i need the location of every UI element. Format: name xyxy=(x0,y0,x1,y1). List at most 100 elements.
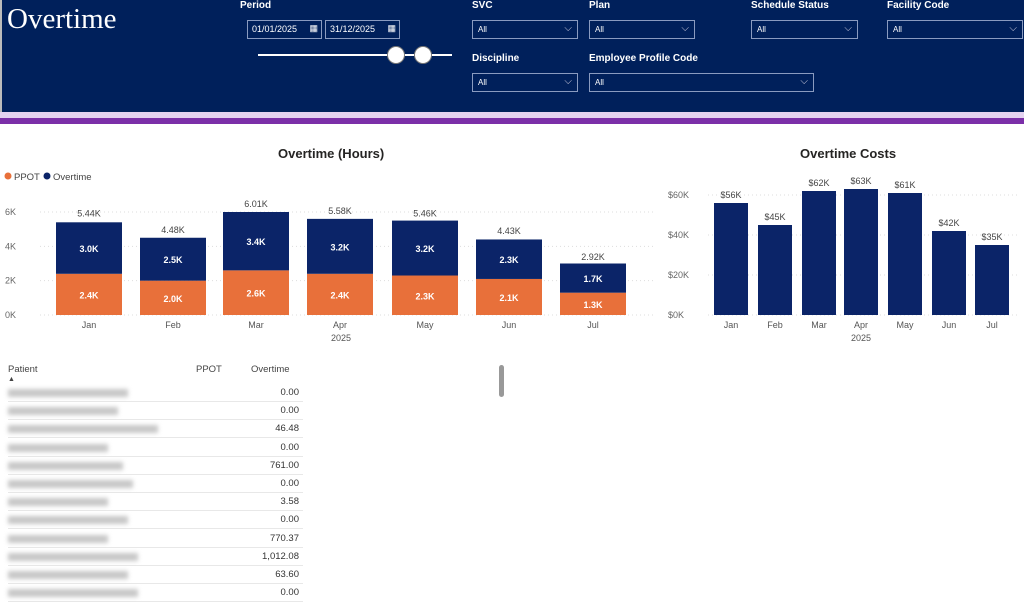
svc-dropdown[interactable]: All ⌵ xyxy=(472,20,578,39)
ppot-bar xyxy=(392,275,458,315)
sort-ascending-icon[interactable]: ▲ xyxy=(8,376,15,383)
table-row[interactable]: 761.00 xyxy=(8,457,303,475)
period-slider-track[interactable] xyxy=(258,54,452,56)
end-date-input[interactable]: 31/12/2025 ▦ xyxy=(325,20,400,39)
total-data-label: 5.58K xyxy=(328,206,352,216)
schedule-status-value: All xyxy=(757,25,766,34)
x-tick-label: Feb xyxy=(165,320,181,330)
plan-dropdown[interactable]: All ⌵ xyxy=(589,20,695,39)
x-tick-label: Jan xyxy=(82,320,97,330)
total-data-label: 4.43K xyxy=(497,226,521,236)
discipline-dropdown[interactable]: All ⌵ xyxy=(472,73,578,92)
period-label: Period xyxy=(240,0,272,11)
total-data-label: 5.44K xyxy=(77,209,101,219)
redacted-patient-name xyxy=(8,516,128,525)
calendar-icon[interactable]: ▦ xyxy=(309,23,318,33)
facility-code-value: All xyxy=(893,25,902,34)
overtime-cell: 0.00 xyxy=(280,405,300,417)
table-row[interactable]: 0.00 xyxy=(8,384,303,402)
ppot-legend-marker xyxy=(4,172,12,180)
cost-bar xyxy=(844,189,878,315)
overtime-legend-label: Overtime xyxy=(53,172,92,183)
redacted-patient-name xyxy=(8,534,108,543)
overtime-cell: 3.58 xyxy=(280,496,300,508)
overtime-data-label: 3.0K xyxy=(79,244,99,254)
column-header-patient[interactable]: Patient xyxy=(8,364,38,375)
y-tick-label: $60K xyxy=(668,190,689,200)
redacted-patient-name xyxy=(8,571,128,579)
plan-value: All xyxy=(595,25,604,34)
table-row[interactable]: 3.58 xyxy=(8,493,303,512)
overtime-bar xyxy=(560,263,626,293)
table-row[interactable]: 0.00 xyxy=(8,584,303,602)
x-axis-label: 2025 xyxy=(851,333,871,343)
cost-data-label: $63K xyxy=(850,176,871,186)
redacted-patient-name xyxy=(8,552,138,561)
facility-code-dropdown[interactable]: All ⌵ xyxy=(887,20,1023,39)
x-tick-label: Mar xyxy=(811,320,827,330)
ppot-data-label: 1.3K xyxy=(583,300,603,310)
y-tick-label: 6K xyxy=(5,207,16,217)
svc-value: All xyxy=(478,25,487,34)
calendar-icon[interactable]: ▦ xyxy=(387,23,396,33)
cost-data-label: $61K xyxy=(894,180,915,190)
table-row[interactable]: 770.37 xyxy=(8,530,303,548)
overtime-cell: 761.00 xyxy=(269,459,299,471)
overtime-data-label: 2.3K xyxy=(499,255,519,265)
svc-label: SVC xyxy=(472,0,493,11)
column-header-ppot[interactable]: PPOT xyxy=(196,364,222,375)
ppot-legend-label: PPOT xyxy=(14,172,40,183)
ppot-data-label: 2.4K xyxy=(330,290,350,300)
discipline-value: All xyxy=(478,78,487,87)
ppot-bar xyxy=(223,270,289,315)
redacted-patient-name xyxy=(8,443,108,452)
chevron-down-icon: ⌵ xyxy=(564,23,572,34)
y-tick-label: 2K xyxy=(5,276,16,286)
overtime-bar xyxy=(307,218,373,274)
period-slider-start-handle[interactable] xyxy=(387,46,405,64)
table-row[interactable]: 0.00 xyxy=(8,475,303,493)
chevron-down-icon: ⌵ xyxy=(800,76,808,87)
scrollbar[interactable] xyxy=(499,365,504,397)
cost-data-label: $35K xyxy=(981,232,1002,242)
table-row[interactable]: 1,012.08 xyxy=(8,548,303,566)
employee-profile-code-dropdown[interactable]: All ⌵ xyxy=(589,73,814,92)
table-row[interactable]: 0.00 xyxy=(8,511,303,530)
redacted-patient-name xyxy=(8,498,108,507)
y-tick-label: $20K xyxy=(668,270,689,280)
cost-bar xyxy=(714,203,748,315)
x-tick-label: Jun xyxy=(942,320,957,330)
period-slider-end-handle[interactable] xyxy=(414,46,432,64)
y-tick-label: 4K xyxy=(5,241,16,251)
table-row[interactable]: 0.00 xyxy=(8,402,303,421)
overtime-cell: 1,012.08 xyxy=(262,550,299,562)
ppot-data-label: 2.1K xyxy=(499,293,519,303)
overtime-data-label: 2.5K xyxy=(163,255,183,265)
cost-bar xyxy=(932,231,966,315)
redacted-patient-name xyxy=(8,407,118,416)
table-row[interactable]: 46.48 xyxy=(8,420,303,439)
end-date-value: 31/12/2025 xyxy=(330,24,376,34)
overtime-bar xyxy=(56,222,122,274)
employee-profile-code-label: Employee Profile Code xyxy=(589,53,698,64)
start-date-input[interactable]: 01/01/2025 ▦ xyxy=(247,20,322,39)
discipline-label: Discipline xyxy=(472,53,520,64)
accent-divider xyxy=(0,118,1024,124)
y-tick-label: $40K xyxy=(668,230,689,240)
cost-data-label: $56K xyxy=(720,190,741,200)
employee-profile-code-value: All xyxy=(595,78,604,87)
cost-data-label: $62K xyxy=(808,178,829,188)
total-data-label: 5.46K xyxy=(413,208,437,218)
overtime-cell: 770.37 xyxy=(269,532,299,544)
costs-chart-title: Overtime Costs xyxy=(800,146,897,161)
x-tick-label: Jan xyxy=(724,320,739,330)
table-row[interactable]: 63.60 xyxy=(8,566,303,584)
column-header-overtime[interactable]: Overtime xyxy=(251,364,290,375)
table-row[interactable]: 0.00 xyxy=(8,439,303,457)
x-tick-label: Jul xyxy=(986,320,998,330)
x-tick-label: Apr xyxy=(333,320,347,330)
x-tick-label: Jul xyxy=(587,320,599,330)
cost-bar xyxy=(975,245,1009,315)
overtime-cell: 0.00 xyxy=(280,587,300,599)
schedule-status-dropdown[interactable]: All ⌵ xyxy=(751,20,858,39)
